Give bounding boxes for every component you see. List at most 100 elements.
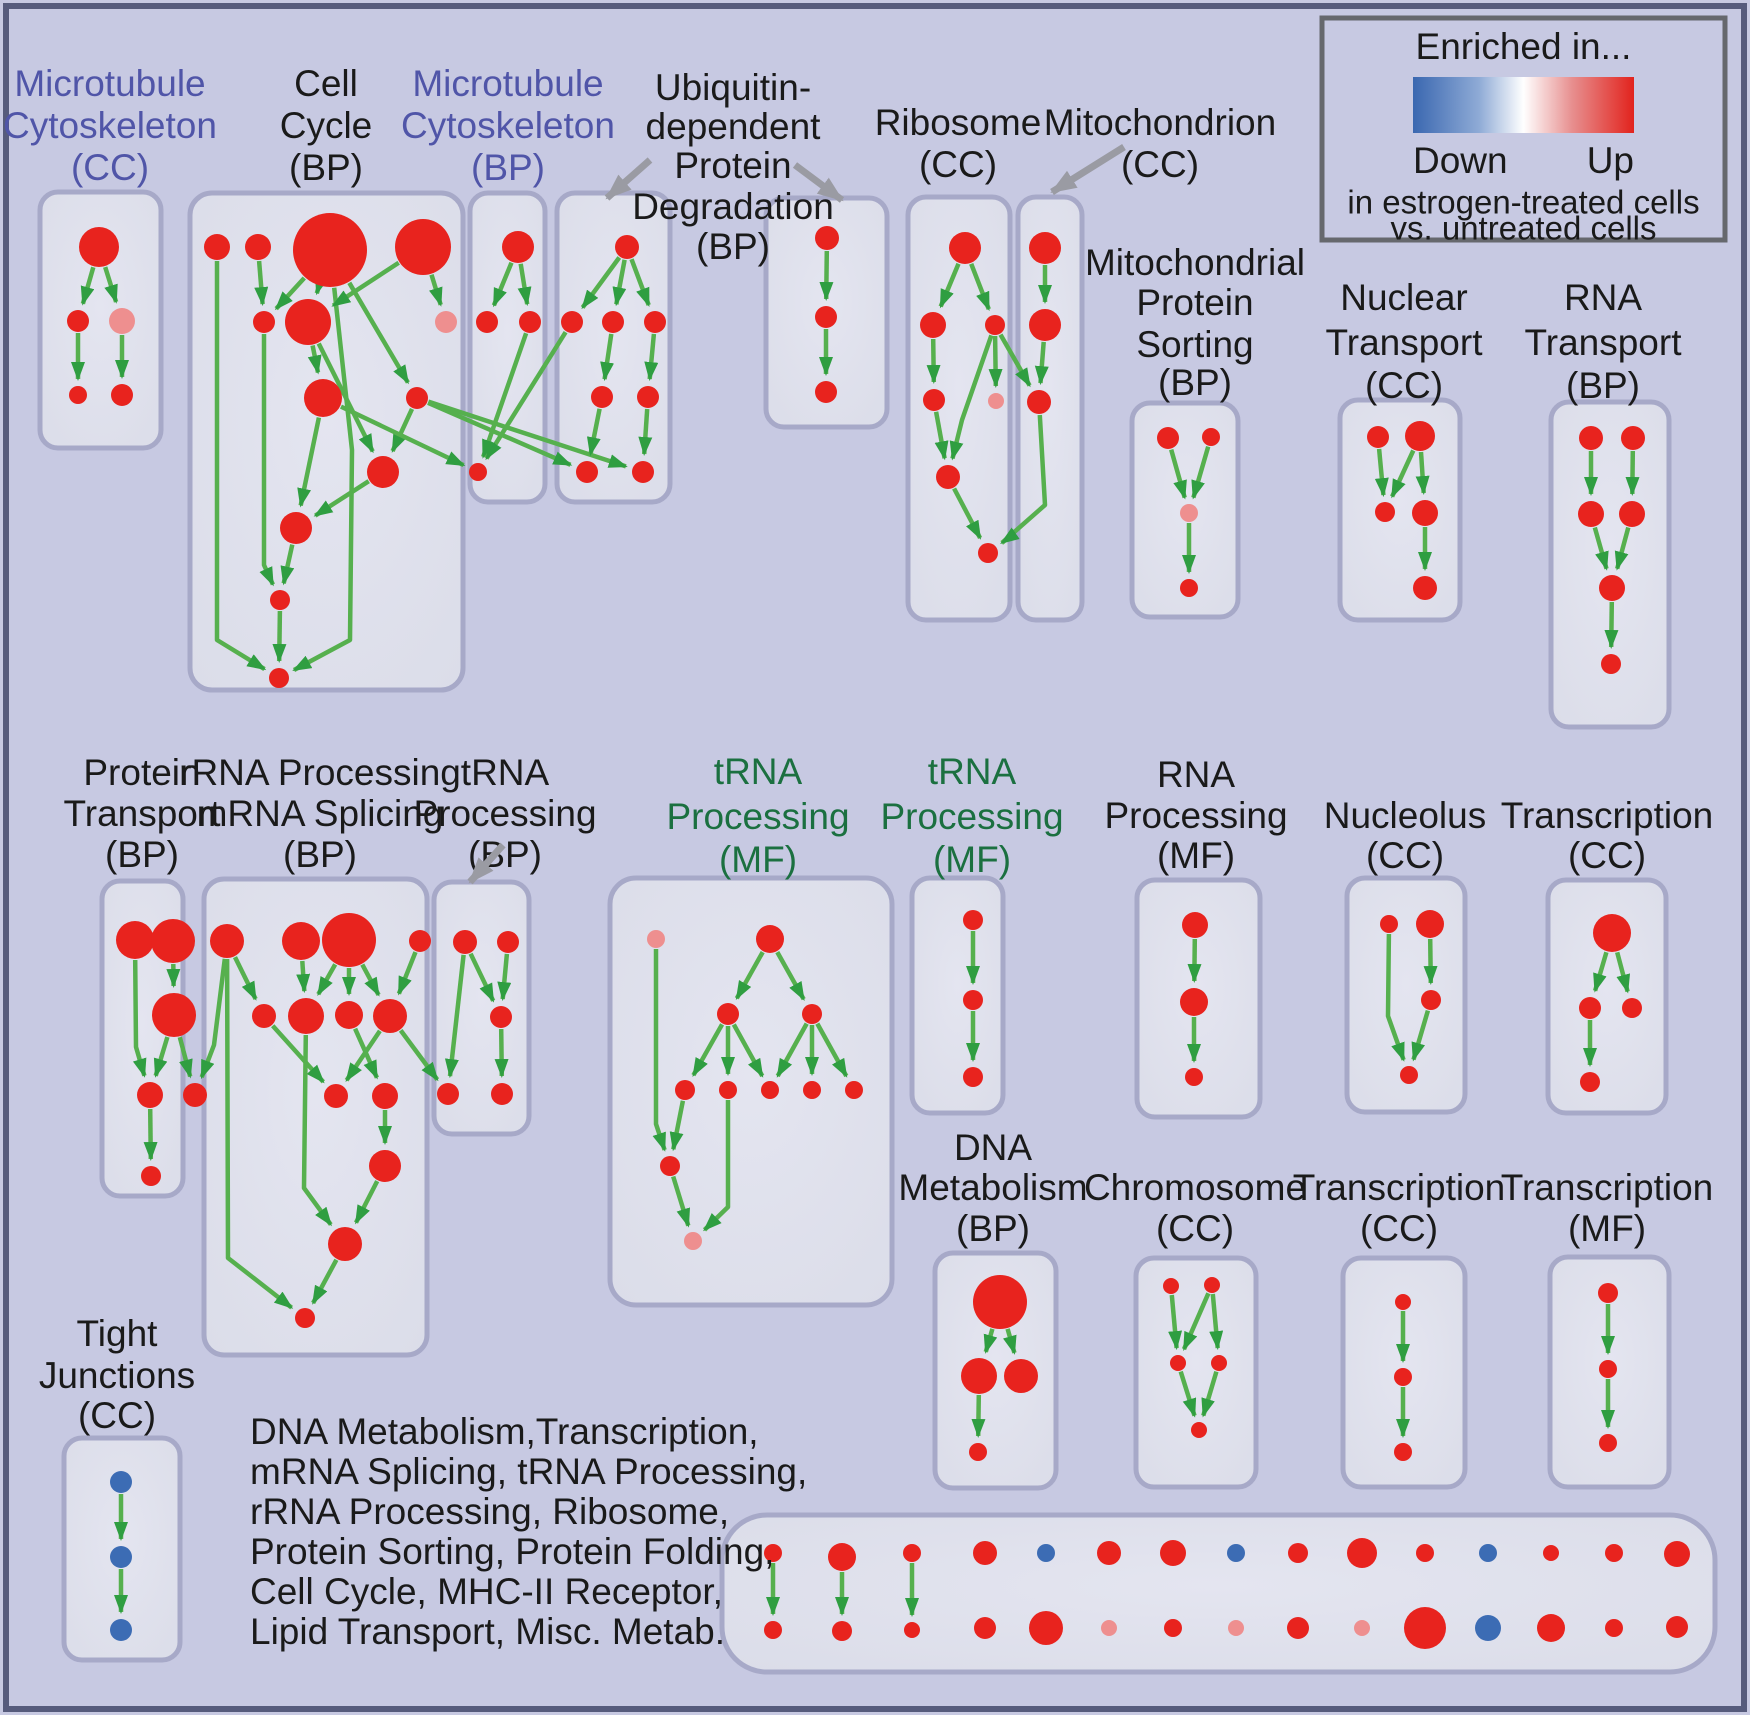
group-label-ubiquitin-degradation-box1: dependent (646, 106, 822, 147)
edge-arrow (971, 1394, 986, 1438)
group-label-mitochondrial-protein-sorting-bp: Mitochondrial (1085, 242, 1305, 283)
go-term-node (936, 465, 960, 489)
go-term-node (253, 311, 275, 333)
edge-arrow (775, 1022, 809, 1078)
group-label-tight-junctions-cc: Tight (77, 1313, 159, 1354)
group-label-mitochondrion-cc: Mitochondrion (1044, 102, 1276, 143)
group-box-rrna-processing-mrna-splicing-bp (201, 876, 430, 1358)
misc-clusters-text: Lipid Transport, Misc. Metab. (250, 1611, 725, 1652)
group-label-transcription-mf: Transcription (1501, 1167, 1713, 1208)
edge-arrow (314, 275, 329, 296)
edge-arrow (177, 1036, 193, 1079)
go-term-node (1599, 575, 1625, 601)
group-label-mitochondrial-protein-sorting-bp: (BP) (1158, 362, 1232, 403)
go-term-node (110, 1546, 132, 1568)
group-label-chromosome-cc: Chromosome (1084, 1167, 1306, 1208)
go-term-node (802, 1004, 822, 1024)
go-term-node (1416, 910, 1444, 938)
edge-arrow (331, 260, 400, 308)
group-label-transcription-cc-bottom: (CC) (1360, 1208, 1438, 1249)
edge-arrow (1181, 1292, 1211, 1352)
go-term-node (110, 1619, 132, 1641)
edge-arrow (103, 266, 119, 304)
group-label-protein-transport-bp: Transport (64, 793, 222, 834)
edge-arrow (353, 1027, 379, 1080)
group-label-trna-processing-mf-1: tRNA (714, 751, 803, 792)
go-term-node (1347, 1538, 1377, 1568)
edge-arrow (1615, 951, 1631, 994)
edge-arrow (396, 951, 418, 996)
group-label-trna-processing-mf-2: Processing (880, 796, 1063, 837)
group-box-chromosome-cc (1133, 1255, 1259, 1490)
group-label-tight-junctions-cc: (CC) (78, 1395, 156, 1436)
go-term-node (988, 393, 1004, 409)
go-term-node (1287, 1617, 1309, 1639)
edge-arrow (497, 953, 512, 1002)
go-term-node (79, 227, 119, 267)
edge-arrow (353, 1180, 380, 1225)
edge-arrow (969, 262, 991, 312)
group-label-chromosome-cc: (CC) (1156, 1208, 1234, 1249)
edge-arrow (734, 950, 765, 1001)
go-term-node (1029, 309, 1061, 341)
go-term-node (152, 993, 196, 1037)
go-term-node (561, 311, 583, 333)
go-term-node (519, 311, 541, 333)
go-term-node (1537, 1614, 1565, 1642)
edge-arrow (340, 404, 466, 468)
go-term-node (903, 1544, 921, 1562)
go-term-node (373, 999, 407, 1033)
annotation-arrow-icon (792, 162, 845, 203)
go-term-node (1029, 1611, 1063, 1645)
go-term-node (985, 315, 1005, 335)
edge-arrow (153, 1036, 170, 1078)
go-term-node (1579, 426, 1603, 450)
edge-arrow (1625, 450, 1640, 496)
group-label-rrna-processing-mrna-splicing-bp: mRNA Splicing (197, 793, 444, 834)
misc-clusters-text: mRNA Splicing, tRNA Processing, (250, 1451, 807, 1492)
go-term-node (502, 231, 534, 263)
go-term-node (904, 1622, 920, 1638)
go-term-node (109, 308, 135, 334)
group-label-rna-transport-bp: (BP) (1566, 365, 1640, 406)
edge-arrow (1604, 601, 1619, 649)
go-term-node (969, 1443, 987, 1461)
edge-arrow (1000, 414, 1048, 545)
group-label-ubiquitin-degradation-box1: Degradation (632, 186, 834, 227)
legend-subline-1: in estrogen-treated cells (1347, 184, 1699, 221)
edge-arrow (1614, 526, 1631, 571)
group-box-nuclear-transport-cc (1337, 397, 1463, 623)
group-label-trna-processing-bp: tRNA (461, 752, 550, 793)
go-term-node (1004, 1359, 1038, 1393)
group-label-ubiquitin-degradation-box1: Protein (674, 145, 791, 186)
edge-arrow (775, 950, 806, 1001)
group-label-rna-transport-bp: Transport (1525, 322, 1683, 363)
go-term-node (591, 386, 613, 408)
go-term-node (828, 1543, 856, 1571)
group-label-rna-transport-bp: RNA (1564, 277, 1642, 318)
edge-arrow (988, 335, 1003, 388)
go-term-node (602, 311, 624, 333)
go-term-node (1543, 1545, 1559, 1561)
edge-arrow (998, 333, 1032, 388)
go-term-node (1288, 1543, 1308, 1563)
group-box-trna-processing-mf-2 (909, 875, 1006, 1116)
go-term-node (295, 1308, 315, 1328)
go-term-node (717, 1003, 739, 1025)
edge-arrow (259, 334, 275, 587)
group-label-trna-processing-mf-2: tRNA (928, 751, 1017, 792)
group-label-microtubule-cytoskeleton-cc: (CC) (71, 147, 149, 188)
legend-down-label: Down (1413, 140, 1508, 181)
go-term-node (1621, 426, 1645, 450)
group-label-dna-metabolism-bp: DNA (954, 1127, 1032, 1168)
edge-arrow (301, 1034, 333, 1227)
go-term-node (1400, 1066, 1418, 1084)
go-term-node (756, 925, 784, 953)
misc-clusters-text: DNA Metabolism,Transcription, (250, 1411, 759, 1452)
go-term-node (803, 1081, 821, 1099)
edge-arrow (1169, 448, 1187, 500)
go-term-node (1097, 1541, 1121, 1565)
edge-arrow (586, 408, 602, 457)
go-term-node (1380, 915, 1398, 933)
go-term-node (372, 1083, 398, 1109)
